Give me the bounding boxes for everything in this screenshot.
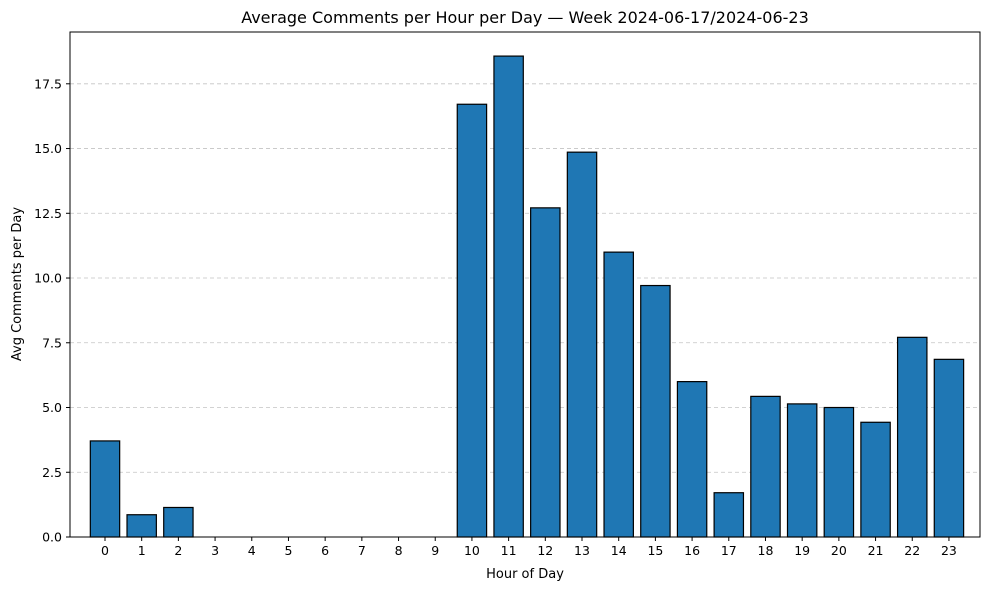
x-tick-label: 1 [138, 543, 146, 558]
bar-hour-23 [933, 358, 965, 538]
x-tick-label: 3 [211, 543, 219, 558]
x-tick-label: 21 [868, 543, 884, 558]
x-tick-label: 5 [284, 543, 292, 558]
y-tick-label: 2.5 [42, 465, 62, 480]
bar-hour-15 [640, 284, 671, 538]
x-tick-label: 20 [831, 543, 847, 558]
x-tick-label: 7 [358, 543, 366, 558]
x-axis-ticks: 0 1 2 3 4 5 6 7 8 9 10 11 12 13 14 15 16 17 18 19 20 21 22 23 [101, 537, 957, 558]
x-tick-label: 2 [174, 543, 182, 558]
x-tick-label: 9 [431, 543, 439, 558]
bar-hour-13 [566, 151, 598, 538]
y-tick-label: 15.0 [34, 141, 62, 156]
y-tick-label: 0.0 [42, 530, 62, 545]
x-tick-label: 13 [574, 543, 590, 558]
bar-hour-21 [860, 421, 891, 538]
x-tick-label: 18 [758, 543, 774, 558]
x-axis-label: Hour of Day [486, 567, 564, 582]
bar-hour-10 [456, 103, 488, 538]
x-tick-label: 8 [395, 543, 403, 558]
x-tick-label: 14 [611, 543, 627, 558]
y-tick-label: 17.5 [34, 76, 62, 91]
x-tick-label: 22 [904, 543, 920, 558]
bar-hour-11 [493, 55, 524, 538]
y-tick-label: 7.5 [42, 335, 62, 350]
x-tick-label: 11 [501, 543, 517, 558]
y-axis-label: Avg Comments per Day [10, 207, 25, 362]
bar-hour-20 [823, 406, 855, 538]
x-tick-label: 19 [794, 543, 810, 558]
x-tick-label: 4 [248, 543, 256, 558]
y-axis-ticks: 0.0 2.5 5.0 7.5 10.0 12.5 15.0 17.5 [34, 76, 70, 545]
bar-hour-19 [786, 403, 818, 538]
x-tick-label: 10 [464, 543, 480, 558]
bar-hour-22 [896, 336, 928, 538]
bar-hour-0 [89, 440, 121, 538]
x-tick-label: 12 [537, 543, 553, 558]
bar-hour-18 [750, 395, 781, 538]
y-tick-label: 5.0 [42, 400, 62, 415]
x-tick-label: 15 [647, 543, 663, 558]
x-tick-label: 17 [721, 543, 737, 558]
y-tick-label: 10.0 [34, 271, 62, 286]
x-tick-label: 23 [941, 543, 957, 558]
bar-hour-2 [163, 506, 194, 538]
bar-hour-12 [530, 207, 561, 538]
bar-hour-14 [603, 251, 634, 538]
chart-title: Average Comments per Hour per Day — Week… [241, 8, 809, 27]
x-tick-label: 16 [684, 543, 700, 558]
bars [89, 55, 965, 538]
bar-hour-16 [676, 381, 708, 538]
plot-frame [69, 31, 981, 538]
y-tick-label: 12.5 [34, 206, 62, 221]
x-tick-label: 6 [321, 543, 329, 558]
bar-hour-17 [713, 492, 745, 538]
x-tick-label: 0 [101, 543, 109, 558]
bar-hour-1 [126, 514, 157, 538]
